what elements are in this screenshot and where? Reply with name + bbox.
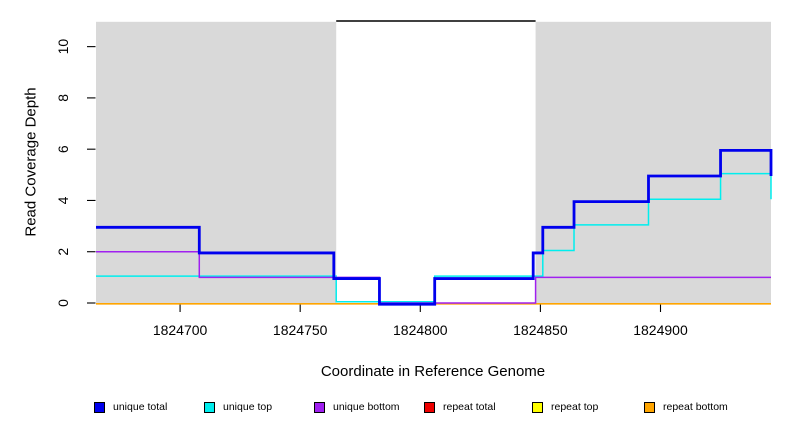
legend-label: repeat total bbox=[443, 401, 496, 413]
legend-swatch-repeat-total bbox=[424, 401, 435, 413]
legend: unique total unique top unique bottom re… bbox=[0, 399, 792, 419]
y-tick-label: 4 bbox=[55, 196, 71, 204]
legend-item-unique-bottom: unique bottom bbox=[314, 399, 400, 415]
x-axis-title: Coordinate in Reference Genome bbox=[320, 363, 546, 380]
x-tick-label: 1824850 bbox=[513, 322, 568, 338]
shaded-unique-region bbox=[535, 21, 771, 304]
shaded-unique-region bbox=[96, 21, 337, 304]
legend-label: repeat top bbox=[551, 401, 599, 413]
y-tick-label: 2 bbox=[55, 248, 71, 256]
legend-swatch-unique-total bbox=[94, 401, 105, 413]
legend-swatch-unique-top bbox=[204, 401, 215, 413]
series-unique-top bbox=[96, 172, 772, 303]
legend-swatch-repeat-top bbox=[532, 401, 543, 413]
legend-label: unique bottom bbox=[333, 401, 400, 413]
series-unique-total bbox=[96, 148, 773, 306]
y-axis-title: Read Coverage Depth bbox=[22, 87, 40, 237]
legend-label: repeat bottom bbox=[663, 401, 728, 413]
y-tick-label: 0 bbox=[55, 299, 71, 307]
x-tick-label: 1824750 bbox=[273, 322, 328, 338]
legend-item-repeat-bottom: repeat bottom bbox=[644, 399, 728, 415]
legend-item-unique-top: unique top bbox=[204, 399, 272, 415]
legend-swatch-unique-bottom bbox=[314, 401, 325, 413]
x-tick-label: 1824700 bbox=[153, 322, 208, 338]
legend-item-unique-total: unique total bbox=[94, 399, 167, 415]
y-tick-label: 6 bbox=[55, 145, 71, 153]
y-tick-label: 8 bbox=[55, 94, 71, 102]
legend-item-repeat-total: repeat total bbox=[424, 399, 496, 415]
x-tick-label: 1824900 bbox=[633, 322, 688, 338]
legend-label: unique top bbox=[223, 401, 273, 413]
x-tick-label: 1824800 bbox=[393, 322, 448, 338]
legend-swatch-repeat-bottom bbox=[644, 401, 655, 413]
legend-item-repeat-top: repeat top bbox=[532, 399, 598, 415]
legend-label: unique total bbox=[113, 401, 168, 413]
y-tick-label: 10 bbox=[55, 39, 71, 55]
